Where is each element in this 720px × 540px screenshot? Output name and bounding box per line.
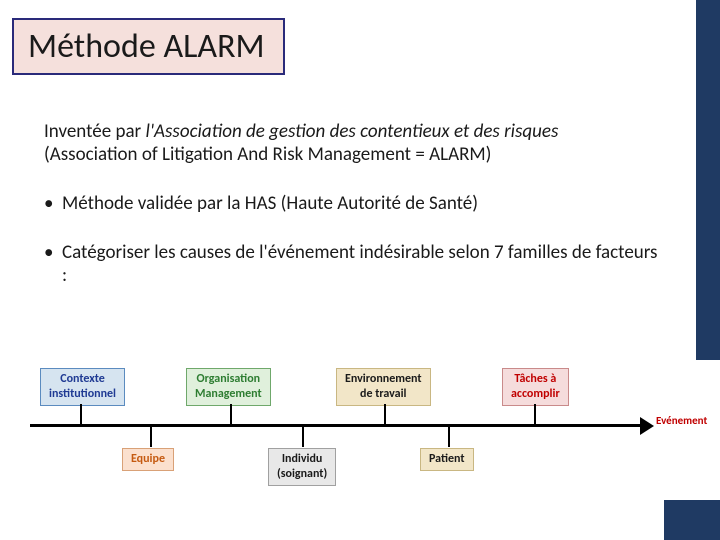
fishbone-bone — [302, 427, 304, 447]
factor-box: Individu(soignant) — [268, 448, 336, 486]
factor-box: Tâches àaccomplir — [502, 368, 569, 406]
page-title: Méthode ALARM — [28, 26, 265, 67]
sidebar-accent-top — [696, 0, 720, 360]
fishbone-event-label: Evénement — [656, 414, 707, 427]
factor-box: Equipe — [122, 448, 174, 471]
bullet-2: Catégoriser les causes de l'événement in… — [44, 241, 664, 287]
fishbone-bone — [150, 427, 152, 447]
fishbone-bone — [448, 427, 450, 447]
factor-box: OrganisationManagement — [186, 368, 271, 406]
fishbone-spine — [30, 424, 642, 427]
fishbone-arrowhead — [640, 417, 654, 435]
fishbone-bone — [534, 404, 536, 424]
fishbone-bone — [230, 404, 232, 424]
content-area: Inventée par l'Association de gestion de… — [44, 120, 664, 313]
fishbone-diagram: Evénement Contexteinstitutionnel Organisa… — [12, 368, 708, 508]
intro-italic: l'Association de gestion des contentieux… — [145, 120, 558, 143]
intro-line-1: Inventée par l'Association de gestion de… — [44, 120, 664, 143]
factor-box: Contexteinstitutionnel — [40, 368, 125, 406]
bullet-1: Méthode validée par la HAS (Haute Autori… — [44, 192, 664, 215]
intro-prefix: Inventée par — [44, 120, 145, 143]
factor-box: Patient — [420, 448, 474, 471]
fishbone-bone — [80, 404, 82, 424]
title-box: Méthode ALARM — [12, 18, 285, 75]
intro-line-2: (Association of Litigation And Risk Mana… — [44, 143, 664, 166]
factor-box: Environnementde travail — [336, 368, 431, 406]
fishbone-bone — [384, 404, 386, 424]
